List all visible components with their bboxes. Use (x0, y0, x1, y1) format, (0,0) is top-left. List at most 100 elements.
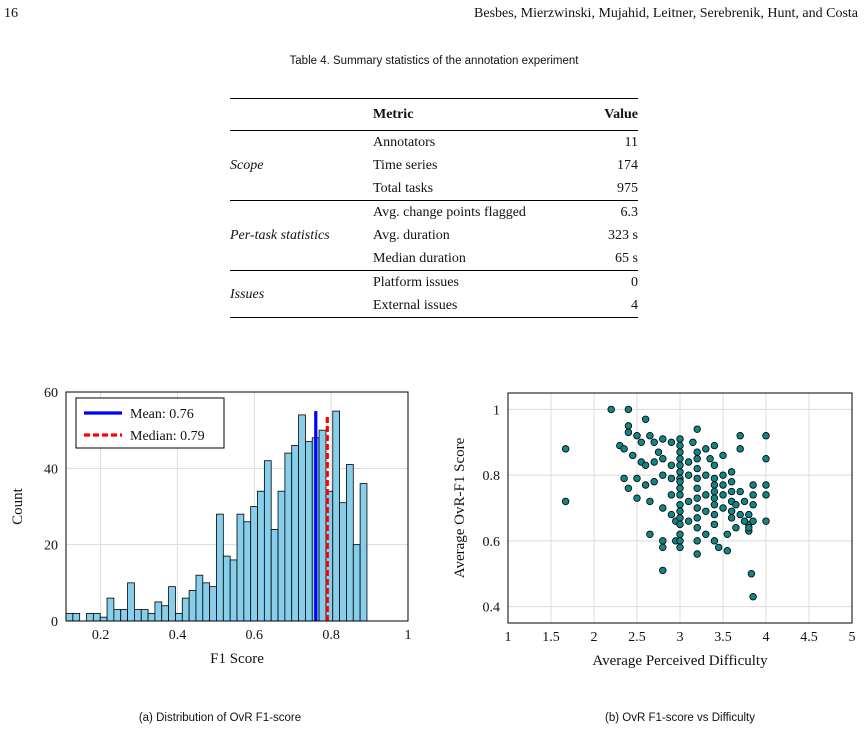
x-axis-label: Average Perceived Difficulty (592, 653, 768, 669)
scatter-point (710, 537, 719, 545)
metric-cell: Avg. duration (373, 228, 450, 243)
scatter-point (684, 458, 693, 466)
y-tick-label: 0.4 (483, 601, 501, 616)
histogram-bar (291, 445, 299, 622)
scatter-point (727, 468, 736, 476)
histogram-bar (133, 609, 142, 622)
scatter-point (620, 474, 628, 483)
scatter-point (667, 474, 676, 483)
histogram-bar (216, 513, 224, 622)
page-header: 16 Besbes, Mierzwinski, Mujahid, Leitner… (0, 6, 868, 28)
header-metric: Metric (373, 107, 414, 122)
histogram-bar (304, 441, 313, 622)
scatter-point (719, 471, 727, 479)
table-row: Total tasks 975 (230, 177, 638, 201)
scatter-point (676, 484, 684, 492)
y-axis-label: Average OvR-F1 Score (452, 437, 468, 578)
scatter-point (676, 491, 684, 499)
plot-frame (507, 392, 853, 624)
histogram-bar (195, 574, 204, 622)
caption-b: (b) OvR F1-score vs Difficulty (605, 712, 755, 724)
histogram-bar (250, 506, 258, 622)
y-tick-label: 1 (493, 403, 500, 418)
scatter-point (736, 445, 744, 453)
scatter-point (676, 461, 684, 469)
histogram-bar (168, 586, 176, 622)
scatter-point (727, 487, 736, 496)
x-tick-label: 0.6 (246, 628, 264, 643)
scatter-point (702, 491, 710, 499)
scatter-point (702, 471, 710, 479)
histogram-bar (181, 597, 190, 622)
scatter-point (624, 422, 633, 430)
scatter-point (693, 504, 701, 512)
scatter-point (659, 455, 667, 463)
histogram-bar (209, 586, 217, 622)
histogram-bar (243, 521, 252, 622)
histogram-bar (175, 612, 183, 622)
scatter-point (719, 491, 727, 499)
scatter-point (693, 494, 701, 502)
legend-mean-label: Mean: 0.76 (130, 407, 194, 422)
scatter-point (710, 494, 719, 502)
scatter-point (620, 445, 628, 453)
scatter-point (646, 530, 654, 538)
scatter-point (719, 481, 727, 489)
histogram-bar (92, 612, 101, 622)
legend-box (75, 397, 225, 449)
histogram-bar (332, 410, 341, 622)
histogram-bar (339, 502, 347, 622)
summary-table: Metric Value Scope Annotators 11 Time se… (230, 98, 638, 318)
scatter-point (740, 517, 749, 525)
plot-frame (65, 391, 409, 622)
scatter-point (693, 448, 701, 456)
scatter-point (762, 455, 770, 463)
scatter-point (684, 517, 693, 525)
scatter-point (693, 514, 701, 522)
scatter-point (654, 448, 663, 456)
scatter-point (684, 471, 693, 479)
metric-cell: External issues (373, 298, 458, 313)
table-row: Issues Platform issues 0 (230, 270, 638, 318)
scatter-point (749, 501, 757, 509)
scatter-point (749, 593, 757, 601)
scatter-point (676, 441, 684, 450)
scatter-point (749, 491, 757, 499)
metric-cell: Total tasks (373, 181, 434, 196)
histogram-bar (86, 612, 94, 622)
scatter-point (646, 432, 654, 440)
histogram-bar (352, 544, 361, 622)
scatter-point (702, 530, 710, 538)
histogram-bar (106, 597, 115, 622)
histogram-bar (161, 605, 169, 622)
scatter-point (641, 415, 650, 423)
histogram-bar (229, 559, 238, 622)
caption-a: (a) Distribution of OvR F1-score (138, 712, 302, 724)
y-tick-label: 0.8 (483, 469, 501, 484)
table-row: Time series 174 (230, 154, 638, 177)
scatter-point (676, 435, 684, 443)
scatter-point (693, 464, 701, 473)
histogram-bar (257, 490, 265, 622)
running-head-authors: Besbes, Mierzwinski, Mujahid, Leitner, S… (474, 6, 858, 21)
scatter-point (693, 550, 701, 558)
scatter-point (740, 497, 749, 506)
scatter-point (749, 517, 757, 525)
x-tick-label: 4 (763, 630, 770, 645)
value-cell: 11 (624, 135, 638, 150)
table-row: Scope Annotators 11 (230, 130, 638, 173)
value-cell: 65 s (615, 251, 638, 266)
y-tick-label: 0.6 (483, 535, 501, 550)
histogram-bar (65, 612, 74, 622)
value-cell: 0 (631, 275, 638, 290)
scatter-point (727, 507, 736, 515)
histogram-bar (147, 612, 156, 622)
metric-cell: Platform issues (373, 275, 459, 290)
histogram-bar (188, 590, 197, 622)
histogram-bar (127, 582, 135, 622)
scatter-point (659, 537, 667, 545)
scatter-point (710, 441, 719, 450)
scatter-point (676, 543, 684, 552)
scatter-point (676, 520, 684, 529)
scatter-point (676, 478, 684, 486)
